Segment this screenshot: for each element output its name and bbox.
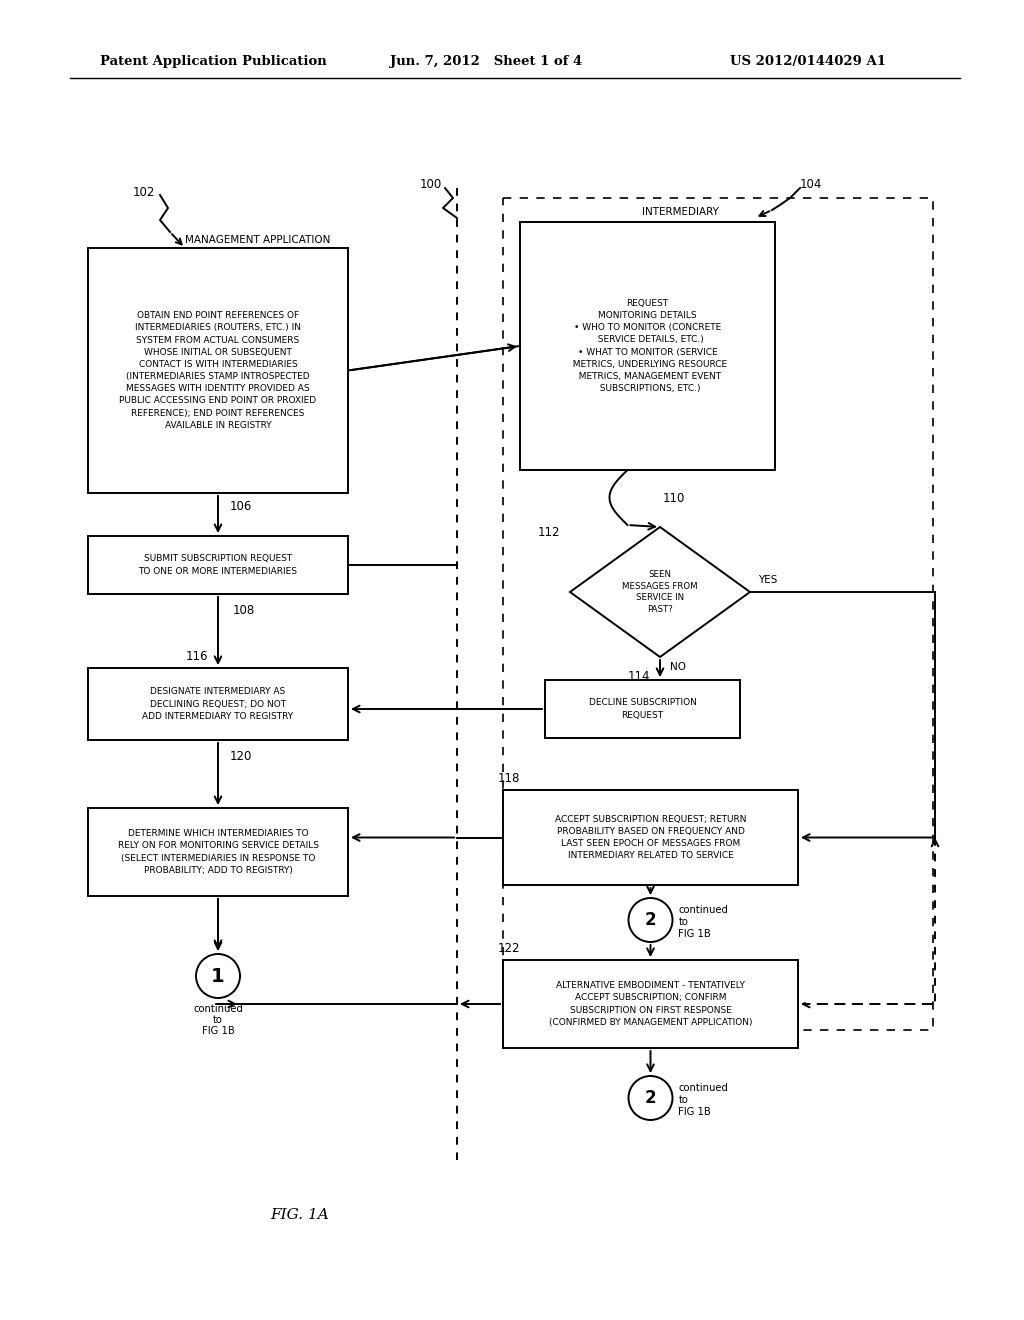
Text: ACCEPT SUBSCRIPTION REQUEST; RETURN
PROBABILITY BASED ON FREQUENCY AND
LAST SEEN: ACCEPT SUBSCRIPTION REQUEST; RETURN PROB… [555, 814, 746, 861]
Text: FIG 1B: FIG 1B [679, 1107, 712, 1117]
Text: OBTAIN END POINT REFERENCES OF
INTERMEDIARIES (ROUTERS, ETC.) IN
SYSTEM FROM ACT: OBTAIN END POINT REFERENCES OF INTERMEDI… [120, 312, 316, 430]
Text: to: to [679, 917, 688, 927]
Bar [88, 536, 348, 594]
Bar [503, 198, 933, 1030]
Bar [88, 668, 348, 741]
Text: 122: 122 [498, 941, 520, 954]
Text: 114: 114 [628, 671, 650, 684]
Text: to: to [213, 1015, 223, 1026]
Text: 108: 108 [233, 603, 255, 616]
Circle shape [629, 898, 673, 942]
Text: 116: 116 [185, 649, 208, 663]
Text: SUBMIT SUBSCRIPTION REQUEST
TO ONE OR MORE INTERMEDIARIES: SUBMIT SUBSCRIPTION REQUEST TO ONE OR MO… [138, 554, 298, 576]
Text: REQUEST
MONITORING DETAILS
• WHO TO MONITOR (CONCRETE
  SERVICE DETAILS, ETC.)
•: REQUEST MONITORING DETAILS • WHO TO MONI… [567, 298, 728, 393]
Text: 110: 110 [663, 491, 685, 504]
Text: 102: 102 [133, 186, 155, 198]
Text: MANAGEMENT APPLICATION: MANAGEMENT APPLICATION [185, 235, 331, 246]
Text: 100: 100 [420, 178, 442, 191]
Bar [503, 960, 798, 1048]
Text: 118: 118 [498, 771, 520, 784]
Text: FIG 1B: FIG 1B [202, 1026, 234, 1036]
Bar [88, 248, 348, 492]
Bar [88, 808, 348, 896]
Text: ALTERNATIVE EMBODIMENT - TENTATIVELY
ACCEPT SUBSCRIPTION; CONFIRM
SUBSCRIPTION O: ALTERNATIVE EMBODIMENT - TENTATIVELY ACC… [549, 981, 753, 1027]
Text: 120: 120 [230, 750, 252, 763]
Text: 104: 104 [800, 178, 822, 191]
Text: Patent Application Publication: Patent Application Publication [100, 55, 327, 69]
Text: NO: NO [670, 663, 686, 672]
Text: to: to [679, 1096, 688, 1105]
Text: 2: 2 [645, 911, 656, 929]
Text: 106: 106 [230, 500, 252, 513]
Text: continued: continued [679, 906, 728, 915]
Text: continued: continued [194, 1005, 243, 1014]
Text: continued: continued [679, 1082, 728, 1093]
Text: 1: 1 [211, 966, 225, 986]
Text: SEEN
MESSAGES FROM
SERVICE IN
PAST?: SEEN MESSAGES FROM SERVICE IN PAST? [623, 570, 697, 614]
Text: DECLINE SUBSCRIPTION
REQUEST: DECLINE SUBSCRIPTION REQUEST [589, 698, 696, 719]
Text: US 2012/0144029 A1: US 2012/0144029 A1 [730, 55, 886, 69]
Bar [503, 789, 798, 884]
Text: Jun. 7, 2012   Sheet 1 of 4: Jun. 7, 2012 Sheet 1 of 4 [390, 55, 583, 69]
Text: FIG 1B: FIG 1B [679, 929, 712, 939]
Text: FIG. 1A: FIG. 1A [270, 1208, 330, 1222]
Bar [545, 680, 740, 738]
Text: INTERMEDIARY: INTERMEDIARY [642, 207, 719, 216]
Text: 2: 2 [645, 1089, 656, 1107]
Text: YES: YES [758, 576, 777, 585]
Bar [520, 222, 775, 470]
Circle shape [196, 954, 240, 998]
Text: DETERMINE WHICH INTERMEDIARIES TO
RELY ON FOR MONITORING SERVICE DETAILS
(SELECT: DETERMINE WHICH INTERMEDIARIES TO RELY O… [118, 829, 318, 875]
Text: 112: 112 [538, 525, 560, 539]
Circle shape [629, 1076, 673, 1119]
Polygon shape [570, 527, 750, 657]
Text: DESIGNATE INTERMEDIARY AS
DECLINING REQUEST; DO NOT
ADD INTERMEDIARY TO REGISTRY: DESIGNATE INTERMEDIARY AS DECLINING REQU… [142, 688, 294, 721]
